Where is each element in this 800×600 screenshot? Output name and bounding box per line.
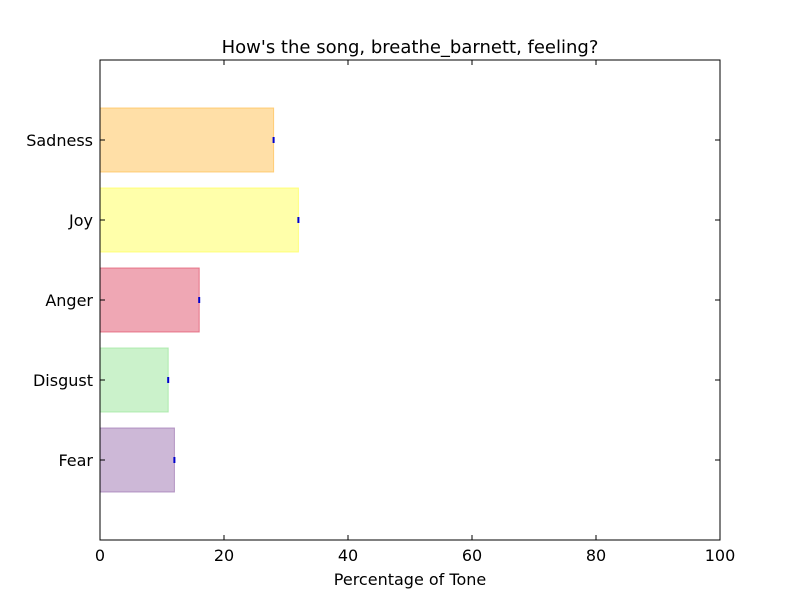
y-tick-label-joy: Joy <box>68 211 93 230</box>
bar-sadness <box>99 107 275 173</box>
y-tick-label-anger: Anger <box>45 291 93 310</box>
chart-title: How's the song, breathe_barnett, feeling… <box>222 37 599 58</box>
x-tick-label-100: 100 <box>705 546 736 565</box>
axes-layer: Fear Disgust Anger Joy Sadness 0 20 40 60 80 100 <box>26 60 735 565</box>
bars-layer <box>99 107 300 493</box>
bar-fear <box>99 427 175 493</box>
x-axis-label: Percentage of Tone <box>334 570 486 589</box>
bar-anger <box>99 267 200 333</box>
bar-disgust <box>99 347 169 413</box>
y-tick-label-sadness: Sadness <box>26 131 93 150</box>
y-tick-label-fear: Fear <box>58 451 93 470</box>
x-tick-label-80: 80 <box>586 546 606 565</box>
x-tick-label-40: 40 <box>338 546 358 565</box>
x-tick-label-20: 20 <box>214 546 234 565</box>
x-tick-label-0: 0 <box>95 546 105 565</box>
x-tick-label-60: 60 <box>462 546 482 565</box>
bar-joy <box>99 187 299 253</box>
y-tick-label-disgust: Disgust <box>33 371 93 390</box>
